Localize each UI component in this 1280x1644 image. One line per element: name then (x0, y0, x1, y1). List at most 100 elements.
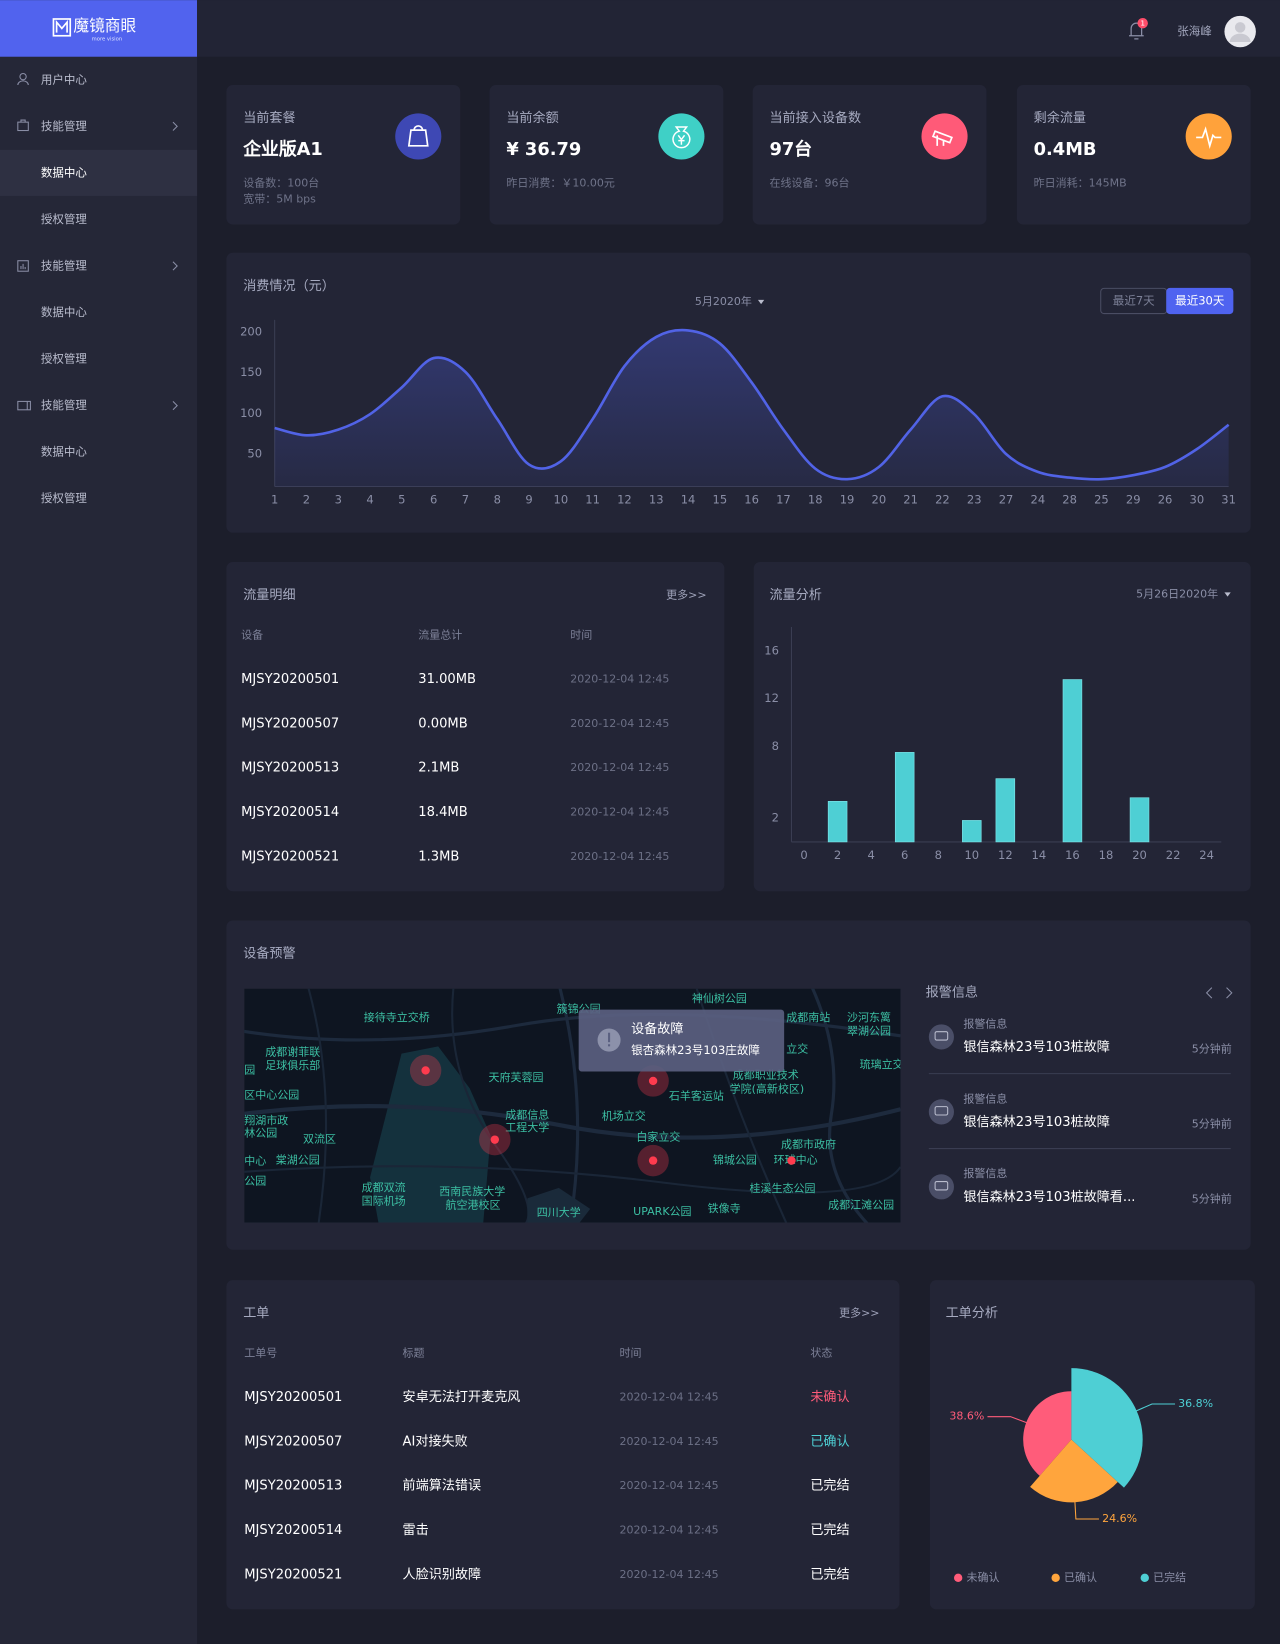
table-cell: MJSY20200501 (241, 672, 339, 687)
submenu-item[interactable]: 数据中心 (41, 445, 88, 459)
period-select[interactable]: 5月26日2020年 (1136, 587, 1218, 601)
bar (995, 778, 1016, 843)
header: 1 张海峰 (197, 0, 1280, 57)
menu-item[interactable]: 技能管理 (41, 398, 88, 412)
more-link[interactable]: 更多>> (666, 588, 706, 602)
panel-title: 工单 (243, 1305, 269, 1321)
bar (827, 801, 848, 843)
marker[interactable] (648, 1076, 658, 1086)
legend-swatch (953, 1573, 963, 1583)
alert-text[interactable]: 银信森林23号103桩故障 (963, 1039, 1109, 1055)
x-tick-label: 20 (1132, 848, 1147, 862)
bar (894, 752, 915, 843)
x-tick-label: 30 (1190, 493, 1205, 507)
table-cell: MJSY20200514 (241, 805, 339, 820)
marker[interactable] (421, 1066, 430, 1075)
submenu-item[interactable]: 数据中心 (41, 165, 88, 179)
submenu-item[interactable]: 授权管理 (41, 491, 88, 505)
y-tick-label: 150 (240, 365, 262, 379)
map-label: 锦城公园 (713, 1153, 757, 1167)
x-tick-label: 15 (713, 493, 728, 507)
marker[interactable] (490, 1135, 500, 1144)
map-label: 接待寺立交桥 (364, 1010, 430, 1024)
map-label: 神仙树公园 (692, 991, 747, 1005)
x-tick-label: 8 (935, 848, 942, 862)
marker[interactable] (787, 1156, 796, 1165)
work-order-panel: 工单 更多>> 工单号 标题 时间 状态 MJSY20200501 安卓无法打开麦克风 2020… (226, 1280, 900, 1610)
chart-title: 消费情况（元） (243, 278, 335, 294)
user-name[interactable]: 张海峰 (1177, 24, 1212, 38)
alert-list-title: 报警信息 (926, 983, 978, 1000)
x-tick-label: 20 (872, 493, 887, 507)
x-tick-label: 14 (1032, 848, 1047, 862)
range-button-label[interactable]: 最近7天 (1113, 293, 1155, 307)
range-button-label[interactable]: 最近30天 (1175, 293, 1225, 307)
x-tick-label: 17 (776, 493, 791, 507)
alert-text[interactable]: 银信森林23号103桩故障看... (963, 1189, 1135, 1205)
logo-icon (52, 18, 72, 37)
range-button[interactable] (1166, 287, 1234, 315)
x-tick-label: 24 (1199, 848, 1214, 862)
alert-time: 5分钟前 (1192, 1041, 1232, 1055)
map-area (527, 1187, 591, 1223)
table-cell: 未确认 (810, 1389, 849, 1405)
logo-text: 魔镜商眼 (73, 16, 136, 35)
data-label: 38.6% (949, 1410, 984, 1423)
map-label: 铁像寺 (708, 1202, 741, 1215)
map-label: 翔湖市政 (244, 1113, 288, 1127)
card: 剩余流量 0.4MB 昨日消耗：145MB (1016, 85, 1251, 225)
menu-item[interactable]: 用户中心 (41, 72, 88, 86)
card-bg (489, 85, 724, 225)
prev-arrow[interactable] (1205, 987, 1213, 999)
panel-title: 设备预警 (243, 945, 295, 962)
legend-swatch (1140, 1573, 1149, 1583)
column-header: 标题 (403, 1345, 425, 1359)
x-tick-label: 5 (398, 493, 405, 507)
card-icon-glyph (1196, 126, 1222, 149)
submenu-item[interactable]: 授权管理 (41, 352, 88, 366)
map-label: 学院(高新校区) (730, 1081, 805, 1095)
tooltip-icon (608, 1044, 611, 1047)
leader-line (1074, 1499, 1099, 1520)
header-bg (197, 0, 1280, 57)
chart-title: 工单分析 (946, 1305, 998, 1321)
map-label: 四川大学 (537, 1205, 581, 1219)
legend-label: 未确认 (967, 1571, 1000, 1584)
map-label: 航空港校区 (446, 1198, 501, 1212)
table-cell: 已完结 (810, 1478, 849, 1494)
submenu-item[interactable]: 数据中心 (41, 305, 88, 319)
table-cell: 2.1MB (418, 761, 459, 776)
data-label: 36.8% (1178, 1397, 1213, 1410)
map-label: 立交 (786, 1041, 808, 1055)
tooltip: 设备故障 银杏森林23号103庄故障 (578, 1009, 785, 1072)
map-area (370, 1046, 491, 1223)
card-title: 当前接入设备数 (769, 109, 861, 126)
table-cell: MJSY20200514 (244, 1523, 342, 1538)
submenu-item[interactable]: 授权管理 (41, 212, 88, 226)
map-road (244, 1165, 901, 1194)
menu-item[interactable]: 技能管理 (41, 119, 88, 133)
panel-title: 流量明细 (243, 587, 295, 603)
tooltip-bg (578, 1009, 785, 1072)
y-tick-label: 16 (764, 643, 779, 657)
x-tick-label: 11 (585, 493, 600, 507)
x-tick-label: 12 (617, 493, 632, 507)
pie-slice (1030, 1439, 1118, 1503)
more-link[interactable]: 更多>> (839, 1306, 879, 1320)
sidebar: 魔镜商眼 more vision 用户中心技能管理数据中心授权管理技能管理数据中… (0, 0, 198, 1644)
bar (1062, 679, 1083, 843)
table-cell: MJSY20200513 (241, 761, 339, 776)
alert-text[interactable]: 银信森林23号103桩故障 (963, 1114, 1109, 1130)
marker[interactable] (648, 1156, 658, 1165)
column-header: 时间 (570, 628, 592, 641)
period-select[interactable]: 5月2020年 (695, 294, 752, 308)
x-tick-label: 21 (903, 493, 918, 507)
next-arrow[interactable] (1226, 987, 1233, 999)
menu-item[interactable]: 技能管理 (41, 258, 88, 272)
map-markers (409, 1054, 796, 1177)
x-tick-label: 31 (1221, 493, 1236, 507)
card: 当前余额 ¥ 36.79 昨日消费：￥10.00元 (489, 85, 724, 225)
bell-icon[interactable] (1129, 22, 1144, 40)
card-icon-glyph (407, 125, 429, 147)
